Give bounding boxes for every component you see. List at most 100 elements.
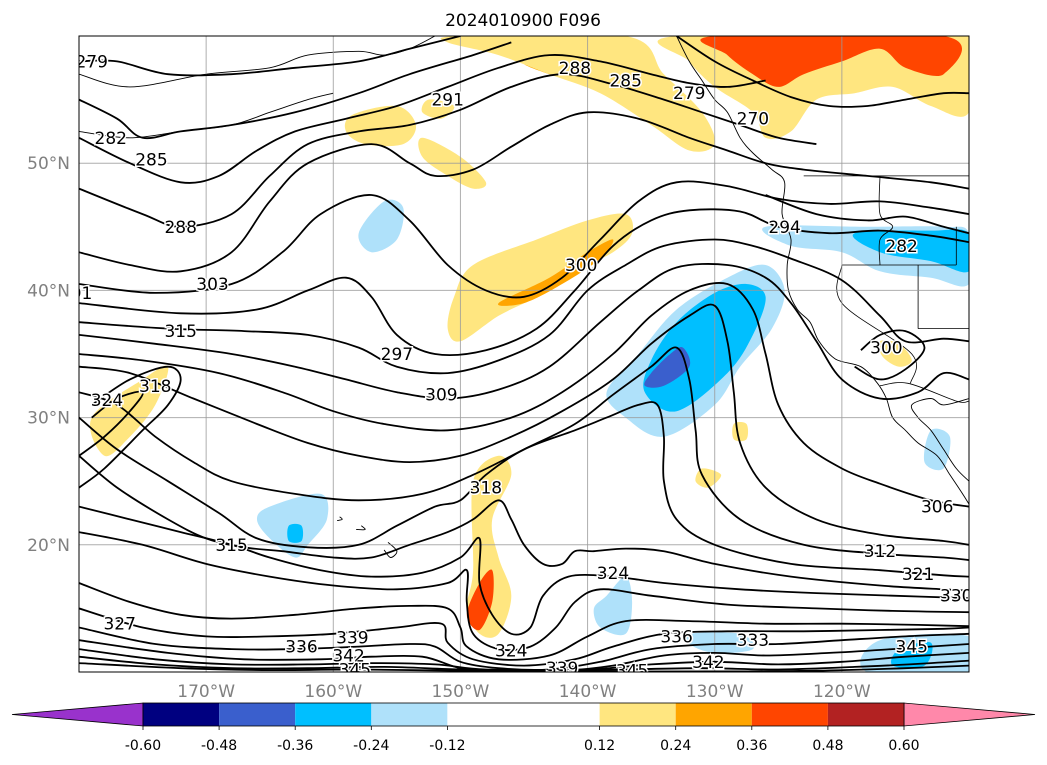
contour-line: [79, 346, 969, 561]
contour-label: 324: [597, 564, 629, 584]
contour-label: 318: [470, 479, 502, 499]
contour-label: 318: [139, 377, 171, 397]
colorbar-box: [599, 703, 676, 726]
contour-label: 306: [921, 498, 953, 518]
lat-tick-label: 50°N: [27, 154, 70, 174]
shaded-region: [447, 213, 634, 342]
contour-line: [765, 194, 969, 235]
contour-line: [79, 54, 766, 184]
contour-line: [79, 455, 969, 592]
contour-line: [79, 582, 969, 661]
coastline: [676, 36, 969, 505]
contour-label: 324: [495, 641, 527, 661]
shaded-region: [732, 422, 749, 442]
coastline: [336, 516, 343, 522]
contour-label: 288: [559, 59, 591, 79]
contour-line: [79, 531, 969, 652]
contour-label: 315: [164, 322, 196, 342]
border-line: [878, 175, 894, 266]
shaded-region: [644, 347, 691, 388]
colorbar-box: [219, 703, 296, 726]
colorbar-tick-label: 0.48: [812, 738, 843, 754]
contour-line: [79, 41, 512, 140]
contour-line: [79, 662, 969, 672]
map-area: 279 282 285 288 291 288 285 279 270 294 282 303 91 30…: [75, 36, 972, 682]
shaded-region: [684, 632, 755, 654]
contour-label: 303: [196, 275, 228, 295]
colorbar-tick-label: -0.48: [201, 738, 237, 754]
shaded-region: [440, 36, 716, 152]
shaded-region: [852, 229, 969, 273]
contour-line: [79, 238, 969, 375]
contour-label: 300: [870, 339, 902, 359]
lon-tick-label: 120°W: [813, 682, 871, 702]
contour-line: [79, 390, 144, 457]
lon-tick-label: 150°W: [432, 682, 490, 702]
contour-label: 315: [215, 536, 247, 556]
contour-label: 345: [339, 660, 371, 680]
contour-label: 336: [285, 638, 317, 658]
contour-label: 279: [673, 84, 705, 104]
shaded-region: [287, 523, 304, 543]
contour-label: 282: [885, 237, 917, 257]
shaded-region: [923, 428, 951, 471]
lon-tick-label: 160°W: [304, 682, 362, 702]
contour-labels: 279 282 285 288 291 288 285 279 270 294 282 303 91 30…: [75, 51, 972, 682]
contour-label: 330: [940, 587, 972, 607]
colorbar-tick-label: 0.60: [888, 738, 919, 754]
contour-line: [79, 208, 969, 356]
contour-line: [79, 365, 182, 489]
shaded-region: [466, 569, 494, 631]
colorbar-extend-low: [11, 702, 144, 727]
colorbar-tick-label: -0.60: [125, 738, 161, 754]
colorbar-extend-high: [903, 702, 1036, 727]
map-frame: [78, 35, 970, 673]
contour-label: 312: [864, 542, 896, 562]
colorbar-tick-label: -0.24: [353, 738, 389, 754]
shaded-region: [344, 105, 417, 147]
coastline: [356, 525, 366, 531]
shaded-region: [358, 199, 404, 253]
contour-label: 309: [425, 386, 457, 406]
contour-label: 285: [135, 150, 167, 170]
contour-label: 327: [103, 615, 135, 635]
lat-tick-label: 30°N: [27, 409, 70, 429]
contour-label: 345: [616, 662, 648, 682]
colorbar-box: [827, 703, 904, 726]
contour-label: 288: [164, 218, 196, 238]
contour-line: [79, 111, 969, 273]
shaded-field: [89, 36, 969, 672]
contour-label: 279: [75, 52, 107, 72]
contour-line: [79, 36, 461, 77]
contour-label: 339: [336, 629, 368, 649]
shaded-region: [878, 340, 912, 367]
contour-line: [79, 180, 969, 299]
colorbar-frame: [142, 702, 905, 727]
lon-tick-label: 170°W: [177, 682, 235, 702]
contour-line: [79, 73, 817, 228]
contour-label: 294: [768, 218, 800, 238]
chart-title: 2024010900 F096: [445, 11, 601, 31]
contour-line: [79, 263, 969, 400]
lat-tick-labels: 50°N 40°N 30°N 20°N: [27, 154, 70, 556]
colorbar-box: [447, 703, 600, 726]
colorbar-box: [371, 703, 448, 726]
contour-line: [79, 626, 969, 671]
contour-label: 339: [546, 659, 578, 679]
contour-line: [854, 329, 926, 381]
border-line: [879, 382, 969, 403]
contour-lines: [79, 36, 969, 672]
lat-tick-label: 40°N: [27, 281, 70, 301]
contour-line: [676, 36, 969, 108]
contour-line: [79, 303, 969, 546]
contour-label: 336: [660, 627, 692, 647]
contour-label: 285: [609, 72, 641, 92]
colorbar-tick-label: 0.12: [584, 738, 615, 754]
contour-line: [79, 607, 969, 667]
colorbar-box: [295, 703, 372, 726]
colorbar-box: [751, 703, 828, 726]
colorbar-tick-label: 0.24: [660, 738, 691, 754]
contour-label: 342: [692, 653, 724, 673]
shaded-region: [700, 36, 962, 87]
